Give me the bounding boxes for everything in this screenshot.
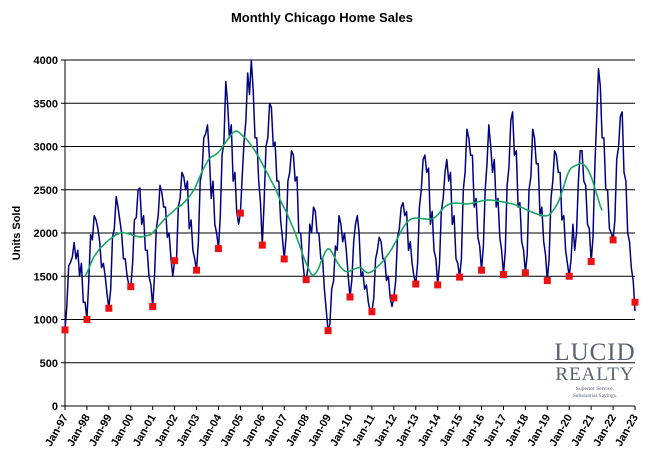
january-marker	[609, 236, 617, 244]
january-marker	[631, 298, 639, 306]
january-marker	[587, 258, 595, 266]
y-tick-label: 500	[40, 358, 58, 370]
series-layer	[64, 59, 636, 332]
y-tick-label: 0	[52, 401, 58, 413]
january-marker	[214, 245, 222, 253]
january-marker	[368, 308, 376, 316]
january-marker	[149, 303, 157, 311]
january-marker	[390, 294, 398, 302]
january-marker	[127, 283, 135, 291]
y-tick-label: 3500	[34, 98, 58, 110]
chart-title: Monthly Chicago Home Sales	[231, 10, 413, 25]
logo-line-1: LUCID	[554, 339, 635, 366]
january-marker	[61, 326, 69, 334]
y-tick-label: 4000	[34, 55, 58, 67]
january-marker	[543, 277, 551, 285]
logo-line-2: REALTY	[555, 364, 634, 385]
january-marker	[280, 255, 288, 263]
january-marker	[346, 293, 354, 301]
x-axis-ticks: Jan-97Jan-98Jan-99Jan-00Jan-01Jan-02Jan-…	[43, 406, 641, 449]
january-marker	[193, 266, 201, 274]
gridlines	[65, 59, 635, 364]
january-marker	[499, 271, 507, 279]
january-marker	[478, 266, 486, 274]
january-marker	[412, 280, 420, 288]
january-marker	[171, 257, 179, 265]
y-tick-label: 2000	[34, 228, 58, 240]
lucid-realty-logo: LUCID REALTY Superior Service. Substanti…	[554, 339, 635, 399]
january-marker	[105, 304, 113, 312]
logo-tagline-1: Superior Service.	[576, 386, 615, 392]
january-marker	[456, 273, 464, 281]
y-tick-label: 1500	[34, 271, 58, 283]
y-tick-label: 1000	[34, 315, 58, 327]
marker-layer	[61, 209, 639, 335]
january-marker	[236, 209, 244, 217]
logo-tagline-2: Substantial Savings.	[573, 393, 618, 399]
january-marker	[258, 241, 266, 249]
moving-average-line	[84, 130, 603, 277]
y-tick-label: 3000	[34, 142, 58, 154]
january-marker	[565, 272, 573, 280]
y-tick-label: 2500	[34, 185, 58, 197]
january-marker	[83, 316, 91, 323]
monthly-sales-line	[64, 59, 636, 332]
y-axis-ticks: 0 500 1000 1500 2000 2500 3000 3500 4000	[34, 55, 65, 413]
january-marker	[324, 327, 332, 335]
january-marker	[302, 276, 310, 284]
january-marker	[521, 269, 529, 277]
january-marker	[434, 281, 442, 289]
y-axis-label: Units Sold	[11, 206, 23, 260]
